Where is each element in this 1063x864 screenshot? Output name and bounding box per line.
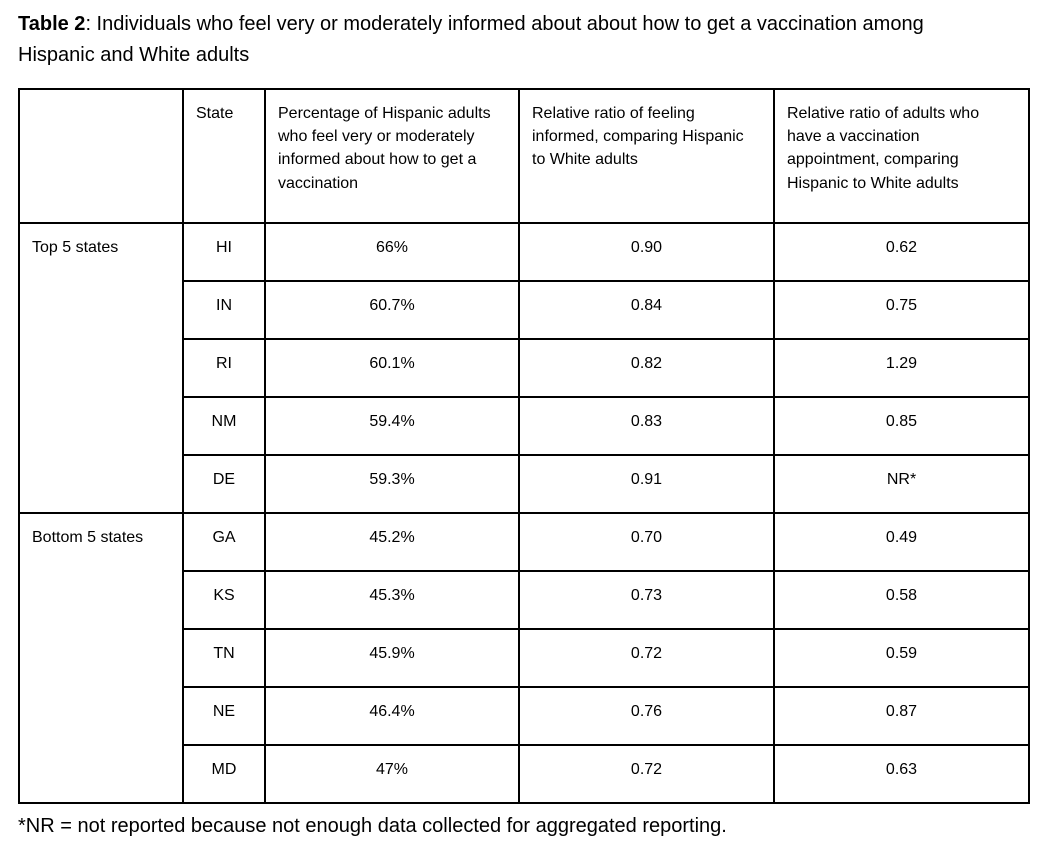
percentage-cell: 60.7% <box>264 280 520 340</box>
group-label-top-5-states: Top 5 states <box>18 222 184 514</box>
table-row: RI 60.1% 0.82 1.29 <box>19 338 1030 398</box>
ratio-informed-cell: 0.82 <box>518 338 775 398</box>
page-title: Table 2: Individuals who feel very or mo… <box>18 9 978 71</box>
ratio-appointment-cell: NR* <box>773 454 1030 514</box>
ratio-informed-cell: 0.84 <box>518 280 775 340</box>
table-row: IN 60.7% 0.84 0.75 <box>19 280 1030 340</box>
percentage-cell: 59.3% <box>264 454 520 514</box>
ratio-appointment-cell: 0.59 <box>773 628 1030 688</box>
ratio-informed-cell: 0.72 <box>518 628 775 688</box>
percentage-cell: 45.3% <box>264 570 520 630</box>
percentage-cell: 59.4% <box>264 396 520 456</box>
table-row: Top 5 states HI 66% 0.90 0.62 <box>18 222 1030 514</box>
percentage-cell: 45.2% <box>264 512 520 572</box>
table-row: TN 45.9% 0.72 0.59 <box>19 628 1030 688</box>
state-cell: NE <box>182 686 266 746</box>
state-cell: IN <box>182 280 266 340</box>
ratio-informed-cell: 0.91 <box>518 454 775 514</box>
ratio-appointment-cell: 1.29 <box>773 338 1030 398</box>
table-title-text: : Individuals who feel very or moderatel… <box>18 13 924 66</box>
ratio-appointment-cell: 0.75 <box>773 280 1030 340</box>
percentage-cell: 46.4% <box>264 686 520 746</box>
state-cell: RI <box>182 338 266 398</box>
table-row: MD 47% 0.72 0.63 <box>19 744 1030 804</box>
ratio-appointment-cell: 0.62 <box>773 222 1030 282</box>
table-row: NE 46.4% 0.76 0.87 <box>19 686 1030 746</box>
header-cell-ratio-informed: Relative ratio of feeling informed, comp… <box>518 88 775 224</box>
state-cell: NM <box>182 396 266 456</box>
header-cell-percentage-informed: Percentage of Hispanic adults who feel v… <box>264 88 520 224</box>
header-row: State Percentage of Hispanic adults who … <box>18 88 1030 224</box>
state-cell: DE <box>182 454 266 514</box>
percentage-cell: 66% <box>264 222 520 282</box>
ratio-informed-cell: 0.90 <box>518 222 775 282</box>
group-label-bottom-5-states: Bottom 5 states <box>18 512 184 804</box>
state-cell: KS <box>182 570 266 630</box>
header-cell-group <box>18 88 184 224</box>
ratio-appointment-cell: 0.58 <box>773 570 1030 630</box>
ratio-appointment-cell: 0.63 <box>773 744 1030 804</box>
percentage-cell: 47% <box>264 744 520 804</box>
state-cell: HI <box>182 222 266 282</box>
header-cell-state: State <box>182 88 266 224</box>
state-cell: GA <box>182 512 266 572</box>
table-row: Bottom 5 states GA 45.2% 0.70 0.49 <box>18 512 1030 804</box>
ratio-informed-cell: 0.70 <box>518 512 775 572</box>
header-cell-ratio-appointment: Relative ratio of adults who have a vacc… <box>773 88 1030 224</box>
ratio-appointment-cell: 0.49 <box>773 512 1030 572</box>
ratio-informed-cell: 0.83 <box>518 396 775 456</box>
state-cell: TN <box>182 628 266 688</box>
ratio-informed-cell: 0.72 <box>518 744 775 804</box>
ratio-appointment-cell: 0.85 <box>773 396 1030 456</box>
state-cell: MD <box>182 744 266 804</box>
ratio-appointment-cell: 0.87 <box>773 686 1030 746</box>
table-number-label: Table 2 <box>18 13 86 35</box>
ratio-informed-cell: 0.76 <box>518 686 775 746</box>
percentage-cell: 45.9% <box>264 628 520 688</box>
table-row: NM 59.4% 0.83 0.85 <box>19 396 1030 456</box>
table-row: DE 59.3% 0.91 NR* <box>19 454 1030 514</box>
table-row: KS 45.3% 0.73 0.58 <box>19 570 1030 630</box>
ratio-informed-cell: 0.73 <box>518 570 775 630</box>
vaccination-info-table: State Percentage of Hispanic adults who … <box>18 88 1030 804</box>
footnote-nr-definition: *NR = not reported because not enough da… <box>18 815 727 837</box>
percentage-cell: 60.1% <box>264 338 520 398</box>
